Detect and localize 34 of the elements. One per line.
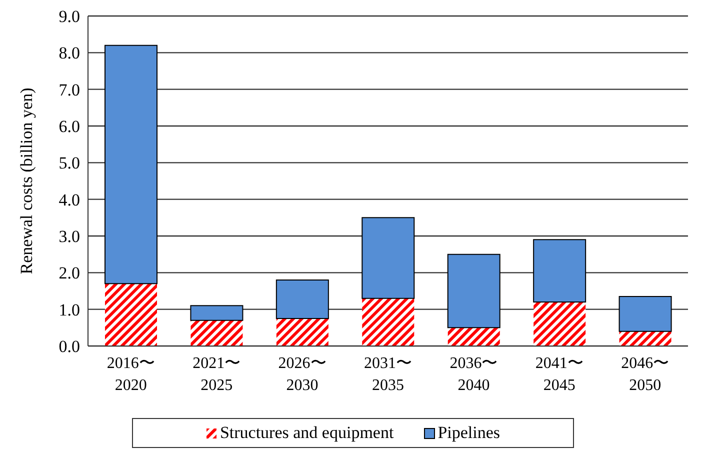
y-tick-label: 8.0 bbox=[58, 44, 80, 63]
bar bbox=[447, 254, 500, 328]
y-tick-label: 3.0 bbox=[58, 227, 80, 246]
bar bbox=[533, 239, 586, 302]
x-tick-label: 2021〜 2025 bbox=[192, 355, 241, 394]
bar bbox=[448, 328, 500, 346]
y-axis-title: Renewal costs (billion yen) bbox=[17, 88, 36, 274]
x-tick-label: 2016〜 2020 bbox=[106, 355, 155, 394]
y-tick-label: 0.0 bbox=[58, 337, 80, 356]
bar bbox=[362, 298, 414, 346]
bar bbox=[104, 44, 158, 284]
y-tick-label: 2.0 bbox=[58, 264, 80, 283]
x-tick-label: 2041〜 2045 bbox=[535, 355, 584, 394]
y-tick-label: 7.0 bbox=[58, 80, 80, 100]
x-tick-label: 2036〜 2040 bbox=[450, 355, 498, 394]
bar bbox=[190, 320, 243, 346]
x-tick-label: 2046〜 2050 bbox=[621, 355, 670, 394]
legend-label: Pipelines bbox=[436, 423, 500, 443]
legend-label: Structures and equipment bbox=[218, 423, 394, 443]
bar bbox=[190, 305, 244, 321]
x-tick-label: 2031〜 2035 bbox=[364, 355, 412, 394]
bar bbox=[619, 331, 672, 346]
bar bbox=[105, 284, 157, 346]
y-tick-label: 9.0 bbox=[58, 7, 80, 26]
bar bbox=[534, 302, 586, 346]
bar bbox=[276, 280, 329, 319]
bar bbox=[618, 296, 672, 332]
y-tick-label: 1.0 bbox=[58, 300, 80, 320]
bar bbox=[362, 217, 415, 299]
y-tick-label: 4.0 bbox=[58, 190, 80, 210]
x-tick-label: 2026〜 2030 bbox=[278, 355, 326, 394]
y-tick-label: 5.0 bbox=[58, 154, 80, 173]
bar bbox=[276, 318, 328, 346]
y-tick-label: 6.0 bbox=[58, 117, 80, 136]
